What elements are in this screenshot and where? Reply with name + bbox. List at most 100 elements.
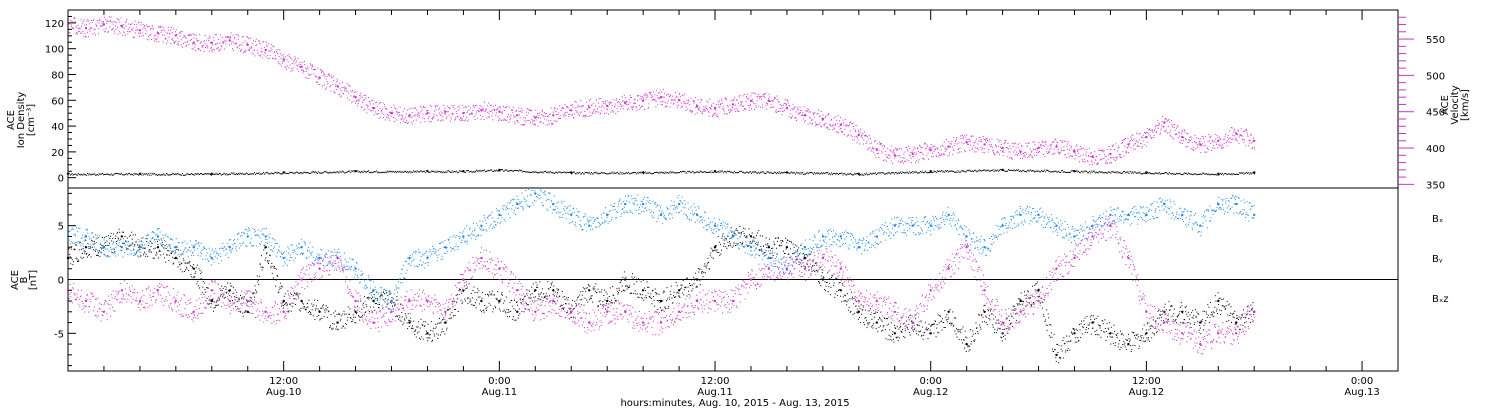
velocity-dot [741,101,743,103]
bx-dot [135,241,137,243]
bx-dot [262,266,264,268]
velocity-dot [123,28,125,30]
velocity-dot [693,100,695,102]
velocity-dot [1026,153,1027,155]
bx-dot [231,285,233,287]
density-dot [804,173,805,175]
bx-dot [242,315,244,317]
velocity-dot [534,123,536,125]
density-dot [362,171,364,173]
density-dot [820,173,822,174]
velocity-dot [74,17,76,19]
density-dot [352,170,353,172]
bx-dot [446,327,448,329]
velocity-dot [567,106,569,108]
velocity-dot [176,43,178,45]
density-dot [112,174,114,176]
density-dot [1123,171,1124,173]
velocity-dot [263,41,264,43]
density-dot [573,171,575,173]
velocity-dot [756,100,758,102]
density-dot [662,172,664,174]
velocity-dot [1094,151,1096,153]
velocity-dot [737,102,739,104]
velocity-dot [1132,134,1134,136]
velocity-dot [1189,139,1191,141]
velocity-dot [399,114,401,116]
velocity-dot [1009,151,1011,153]
velocity-dot [494,110,495,111]
velocity-dot [117,33,119,35]
velocity-dot [411,116,413,118]
density-dot [729,170,731,172]
density-dot [474,171,476,173]
density-dot [114,173,116,175]
velocity-dot [875,156,877,158]
density-dot [306,172,308,174]
velocity-dot [133,37,135,39]
density-dot [859,174,861,175]
velocity-dot [698,108,700,109]
velocity-dot [142,28,144,30]
velocity-dot [276,51,277,52]
velocity-dot [1050,147,1052,149]
velocity-dot [866,141,868,143]
velocity-dot [545,116,547,117]
density-dot [460,170,462,172]
bx-dot [432,339,433,341]
velocity-dot [675,95,677,97]
velocity-dot [552,122,554,124]
velocity-dot [878,156,880,158]
velocity-dot [1074,153,1076,155]
bx-dot [319,319,321,321]
velocity-dot [497,116,499,118]
velocity-dot [343,88,345,90]
density-dot [568,172,570,174]
bx-dot [199,287,200,289]
density-dot [1076,170,1078,172]
velocity-dot [387,114,388,115]
velocity-dot [712,115,714,116]
velocity-dot [436,115,437,116]
density-dot [1114,171,1115,173]
velocity-dot [754,103,756,105]
velocity-dot [973,142,975,143]
top-panel-frame [67,9,1399,189]
velocity-dot [751,98,753,100]
velocity-dot [121,26,122,28]
velocity-dot [278,55,280,57]
bx-dot [254,296,255,298]
density-dot [297,172,299,174]
velocity-dot [940,146,942,148]
velocity-dot [1139,139,1141,141]
velocity-dot [577,111,579,113]
bx-dot [418,331,420,333]
velocity-dot [492,112,494,114]
velocity-dot [415,114,417,116]
velocity-dot [792,103,794,105]
velocity-dot [595,111,597,112]
velocity-dot [463,107,465,109]
bx-dot [318,310,320,312]
bx-dot [339,313,341,315]
bx-dot [279,282,281,284]
density-dot [1020,170,1022,172]
bx-dot [490,292,492,294]
density-dot [631,172,633,174]
bx-dot [390,292,392,294]
velocity-dot [582,105,583,107]
density-dot [462,170,464,172]
velocity-dot [338,93,340,95]
velocity-dot [850,134,852,136]
velocity-dot [942,145,944,147]
velocity-dot [416,109,418,111]
density-dot [245,173,246,175]
velocity-dot [957,152,959,154]
velocity-dot [448,106,450,108]
velocity-dot [285,66,287,68]
velocity-dot [724,113,725,115]
velocity-dot [1051,154,1053,156]
bx-dot [341,327,343,329]
bx-dot [342,325,344,327]
velocity-dot [433,115,435,117]
